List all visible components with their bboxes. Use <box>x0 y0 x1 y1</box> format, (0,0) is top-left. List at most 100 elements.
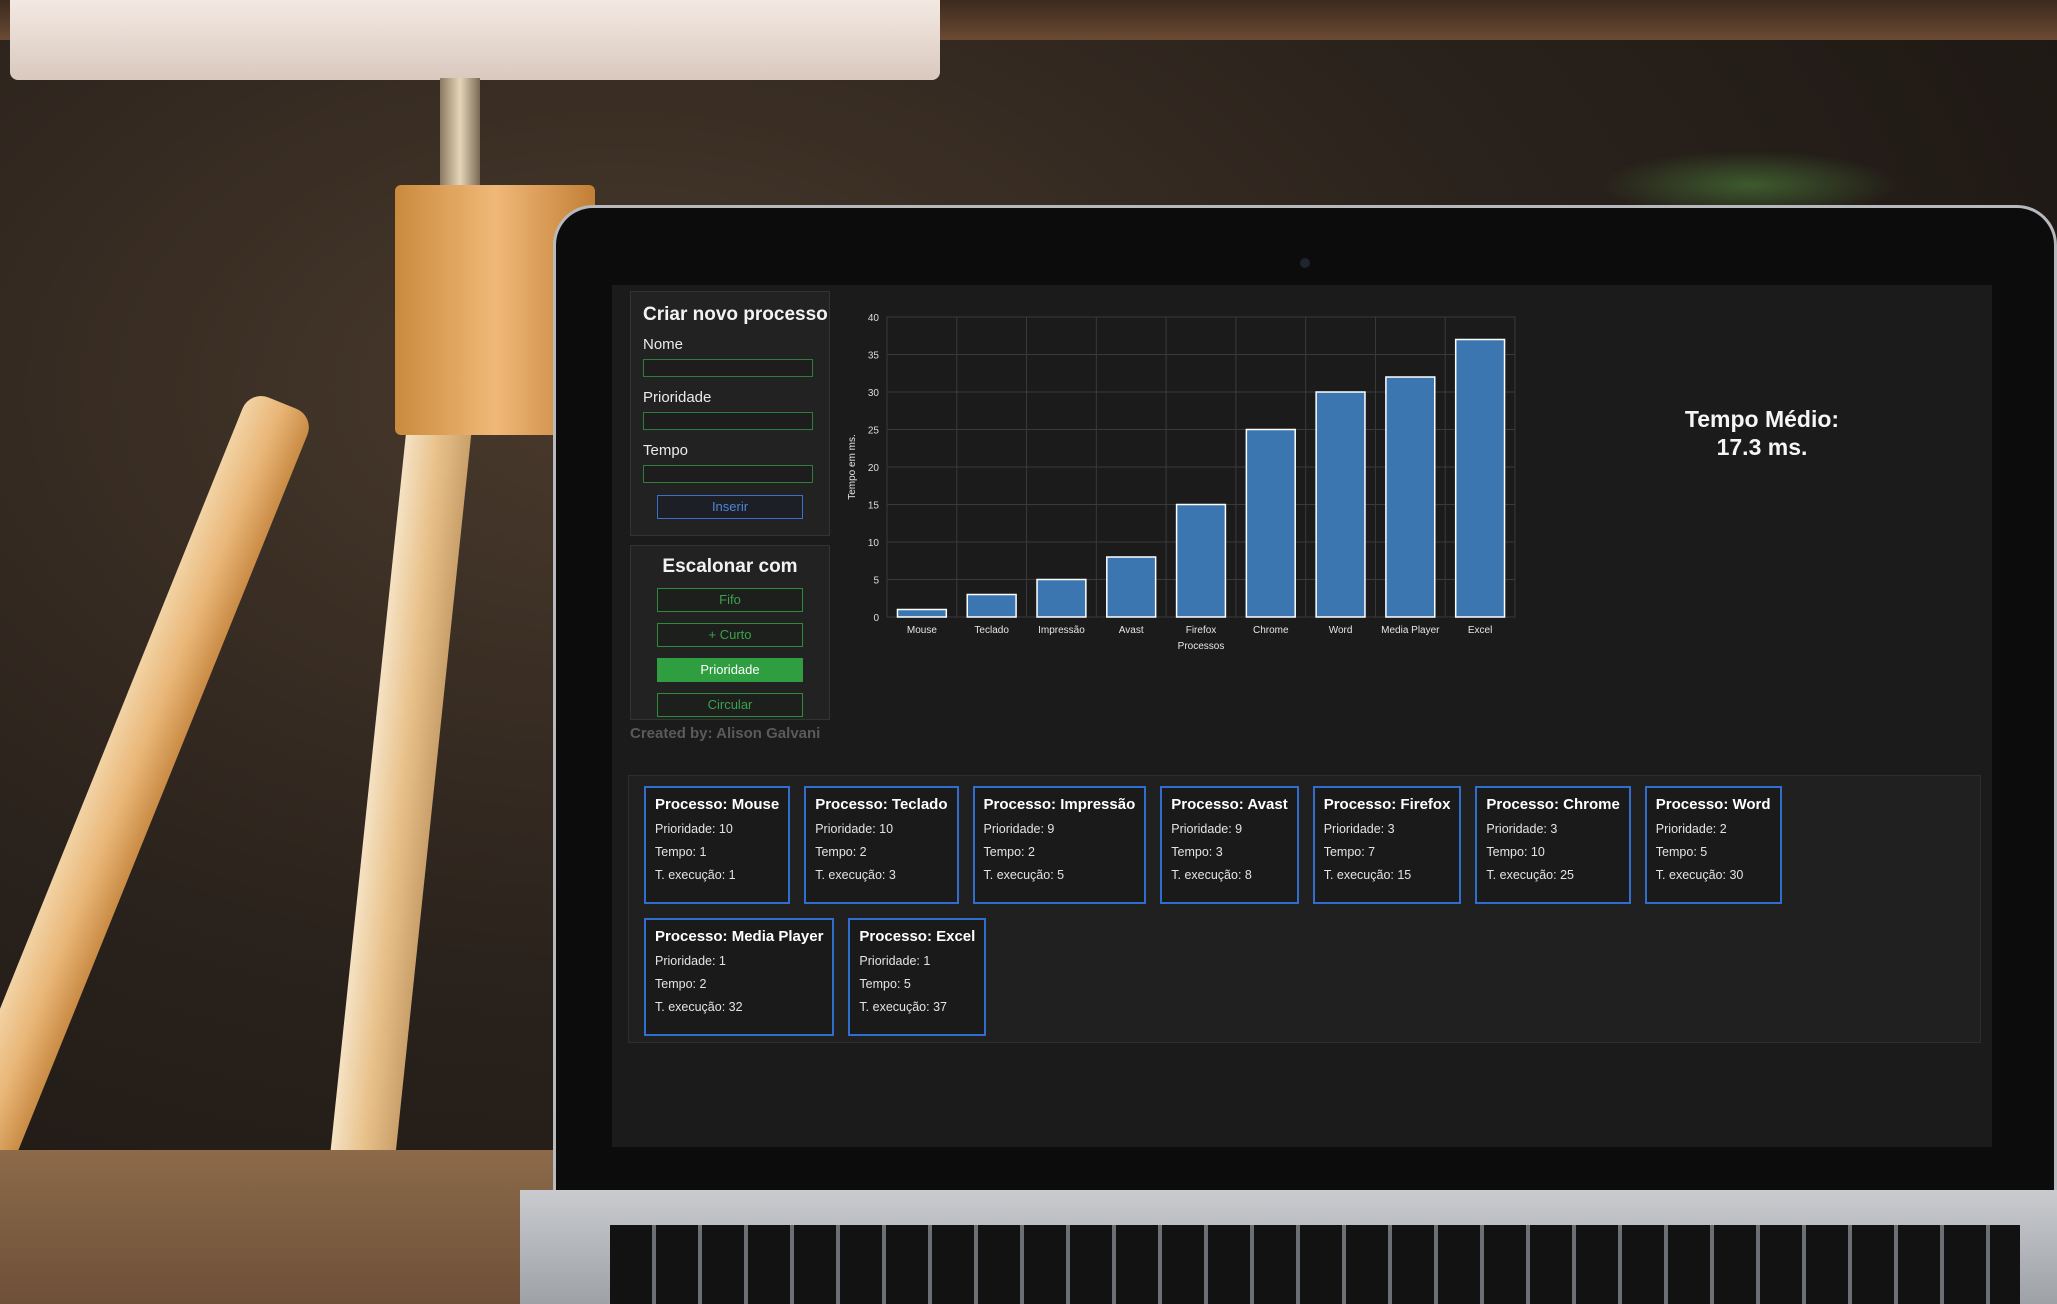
author-credit: Created by: Alison Galvani <box>630 725 821 742</box>
lamp-shade <box>10 0 940 80</box>
schedule-panel: Escalonar com Fifo + Curto Prioridade Ci… <box>630 545 830 720</box>
y-tick-label: 15 <box>868 501 880 512</box>
x-tick-label: Teclado <box>974 625 1009 636</box>
process-time: Tempo: 3 <box>1171 845 1223 859</box>
process-time: Tempo: 2 <box>815 845 867 859</box>
time-input[interactable] <box>643 465 813 483</box>
process-priority: Prioridade: 9 <box>983 822 1055 836</box>
process-card: Processo: Chrome Prioridade: 3 Tempo: 10 T.… <box>1475 786 1631 904</box>
x-tick-label: Impressão <box>1038 625 1085 636</box>
process-card: Processo: Word Prioridade: 2 Tempo: 5 T. ex… <box>1644 786 1782 904</box>
priority-input[interactable] <box>643 412 813 430</box>
y-tick-label: 10 <box>868 538 880 549</box>
process-exec-time: T. execução: 3 <box>815 868 896 882</box>
process-time: Tempo: 2 <box>655 977 707 991</box>
process-time: Tempo: 2 <box>983 845 1035 859</box>
bar <box>1385 376 1436 618</box>
process-time: Tempo: 10 <box>1486 845 1545 859</box>
process-priority: Prioridade: 2 <box>1655 822 1727 836</box>
y-tick-label: 35 <box>868 351 880 362</box>
webcam-icon <box>1300 258 1310 268</box>
process-time: Tempo: 5 <box>859 977 911 991</box>
process-card-title: Processo: Firefox <box>1323 796 1451 813</box>
process-card: Processo: Impressão Prioridade: 9 Tempo: 2… <box>972 786 1147 904</box>
process-exec-time: T. execução: 37 <box>859 1000 947 1014</box>
process-card-title: Processo: Excel <box>859 928 976 945</box>
average-label: Tempo Médio: <box>1684 406 1840 432</box>
process-card-title: Processo: Media Player <box>655 928 824 945</box>
name-input[interactable] <box>643 359 813 377</box>
x-axis-label: Processos <box>1178 641 1225 652</box>
app-screen: Criar novo processo Nome Prioridade Temp… <box>612 285 1992 1147</box>
process-time: Tempo: 7 <box>1323 845 1376 859</box>
process-time: Tempo: 1 <box>655 845 707 859</box>
process-card-title: Processo: Impressão <box>983 796 1136 813</box>
process-card: Processo: Mouse Prioridade: 10 Tempo: 1 T. … <box>644 786 791 904</box>
process-exec-time: T. execução: 1 <box>655 868 736 882</box>
bar <box>896 608 948 618</box>
process-exec-time: T. execução: 30 <box>1655 868 1744 882</box>
insert-button[interactable]: Inserir <box>657 495 803 519</box>
process-card: Processo: Avast Prioridade: 9 Tempo: 3 T. e… <box>1160 786 1299 904</box>
y-tick-label: 5 <box>873 576 879 587</box>
process-priority: Prioridade: 3 <box>1486 822 1558 836</box>
average-value: 17.3 ms. <box>1716 434 1808 460</box>
process-exec-time: T. execução: 5 <box>983 868 1065 882</box>
process-card: Processo: Teclado Prioridade: 10 Tempo: 2 T… <box>804 786 959 904</box>
process-exec-time: T. execução: 25 <box>1486 868 1574 882</box>
y-axis-label: Tempo em ms. <box>847 434 858 500</box>
lamp-leg <box>319 300 485 1262</box>
x-tick-label: Avast <box>1119 625 1144 636</box>
x-tick-label: Mouse <box>907 625 937 636</box>
x-tick-label: Excel <box>1468 625 1492 636</box>
chart-svg: 0 5 10 15 20 25 30 35 40 Mouse Teclado Impressão Ava… <box>847 313 1516 652</box>
process-priority: Prioridade: 3 <box>1323 822 1395 836</box>
process-card-title: Processo: Word <box>1655 796 1771 813</box>
x-tick-label: Media Player <box>1381 625 1440 636</box>
process-card-title: Processo: Avast <box>1171 796 1288 813</box>
lamp-leg <box>0 390 315 1233</box>
x-tick-label: Chrome <box>1253 625 1289 636</box>
schedule-priority-button[interactable]: Prioridade <box>657 658 803 682</box>
schedule-shortest-button[interactable]: + Curto <box>657 623 803 647</box>
process-priority: Prioridade: 1 <box>859 954 931 968</box>
schedule-title: Escalonar com <box>662 556 798 577</box>
time-label: Tempo <box>643 442 689 459</box>
process-card: Processo: Media Player Prioridade: 1 Tempo… <box>644 918 835 1036</box>
process-list: Processo: Mouse Prioridade: 10 Tempo: 1 T. … <box>628 775 1981 1043</box>
process-exec-time: T. execução: 8 <box>1171 868 1252 882</box>
process-card-title: Processo: Mouse <box>655 796 780 813</box>
y-tick-label: 20 <box>868 463 880 474</box>
bar <box>1454 338 1506 618</box>
process-time: Tempo: 5 <box>1655 845 1708 859</box>
bar <box>1036 578 1087 618</box>
bar <box>1315 391 1366 618</box>
process-exec-time: T. execução: 15 <box>1323 868 1412 882</box>
name-label: Nome <box>643 336 684 353</box>
process-card-title: Processo: Teclado <box>815 796 948 813</box>
x-tick-label: Firefox <box>1186 625 1217 636</box>
priority-label: Prioridade <box>643 389 712 406</box>
create-process-panel: Criar novo processo Nome Prioridade Temp… <box>630 291 830 536</box>
lamp-neck <box>440 78 480 193</box>
schedule-fifo-button[interactable]: Fifo <box>657 588 803 612</box>
bar <box>966 593 1017 618</box>
y-tick-label: 0 <box>873 613 879 624</box>
keyboard <box>610 1225 2020 1304</box>
y-tick-label: 25 <box>868 426 880 437</box>
process-priority: Prioridade: 9 <box>1171 822 1243 836</box>
process-exec-time: T. execução: 32 <box>655 1000 743 1014</box>
schedule-round-robin-button[interactable]: Circular <box>657 693 803 717</box>
y-tick-label: 30 <box>868 388 880 399</box>
process-priority: Prioridade: 1 <box>655 954 726 968</box>
process-card-title: Processo: Chrome <box>1486 796 1620 813</box>
process-card: Processo: Excel Prioridade: 1 Tempo: 5 T. e… <box>848 918 987 1036</box>
process-grid: Processo: Mouse Prioridade: 10 Tempo: 1 T. … <box>644 786 1964 1036</box>
bar-chart: 0 5 10 15 20 25 30 35 40 Mouse Teclado Impressão Ava… <box>837 295 1517 665</box>
create-process-title: Criar novo processo <box>643 304 828 325</box>
bar <box>1175 503 1227 618</box>
process-priority: Prioridade: 10 <box>655 822 733 836</box>
process-card: Processo: Firefox Prioridade: 3 Tempo: 7 T.… <box>1312 786 1462 904</box>
y-tick-label: 40 <box>868 313 880 324</box>
average-time: Tempo Médio: 17.3 ms. <box>1662 405 1862 461</box>
